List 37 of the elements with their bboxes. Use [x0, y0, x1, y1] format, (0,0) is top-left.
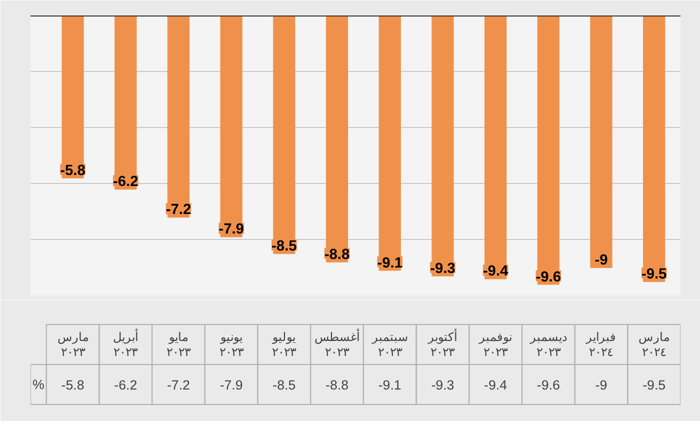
data-label: -5.8 [61, 378, 84, 392]
annotation: -8.5 [272, 238, 297, 254]
x-tick-label: يوليو ٢٠٢٣ [272, 330, 298, 360]
annotation: -9.4 [482, 264, 510, 280]
x-tick-label: أكتوبر ٢٠٢٣ [427, 328, 458, 360]
annotation: -9.1 [377, 255, 402, 272]
annotation: -5.8 [60, 162, 86, 179]
x-tick-label: يونيو ٢٠٢٣ [219, 330, 244, 360]
annotation: -9.3 [430, 260, 456, 277]
x-tick-label: أغسطس ٢٠٢٣ [314, 328, 360, 360]
data-label: -9.4 [484, 378, 508, 392]
data-label: -8.8 [326, 378, 348, 392]
data-label: -9 [595, 378, 608, 392]
x-tick-label: سبتمبر ٢٠٢٣ [370, 330, 408, 360]
annotation: -9.6 [536, 269, 562, 286]
annotation: -9 [594, 252, 608, 268]
x-tick-label: ديسمبر ٢٠٢٣ [528, 330, 567, 360]
data-label: -9.3 [431, 378, 454, 392]
annotation: -9.5 [641, 266, 667, 282]
annotation: -6.2 [112, 174, 138, 190]
annotation: -7.2 [166, 202, 192, 218]
text: % [32, 377, 44, 392]
x-tick-label: أبريل ٢٠٢٣ [113, 328, 139, 360]
data-label: -9.1 [378, 378, 402, 392]
x-tick-label: مارس ٢٠٢٣ [57, 330, 88, 360]
data-label: -8.5 [272, 378, 296, 392]
data-label: -9.5 [642, 378, 666, 392]
data-label: -6.2 [114, 378, 138, 392]
data-label: -9.6 [536, 378, 560, 392]
data-label: -7.9 [220, 378, 243, 392]
data-label: -7.2 [166, 378, 190, 392]
x-tick-label: فبراير ٢٠٢٤ [585, 330, 616, 360]
x-tick-label: نوفمبر ٢٠٢٣ [478, 330, 512, 360]
annotation: -8.8 [324, 246, 350, 263]
x-tick-label: مارس ٢٠٢٤ [638, 330, 670, 360]
x-tick-label: مايو ٢٠٢٣ [166, 330, 192, 360]
annotation: -7.9 [218, 222, 244, 238]
